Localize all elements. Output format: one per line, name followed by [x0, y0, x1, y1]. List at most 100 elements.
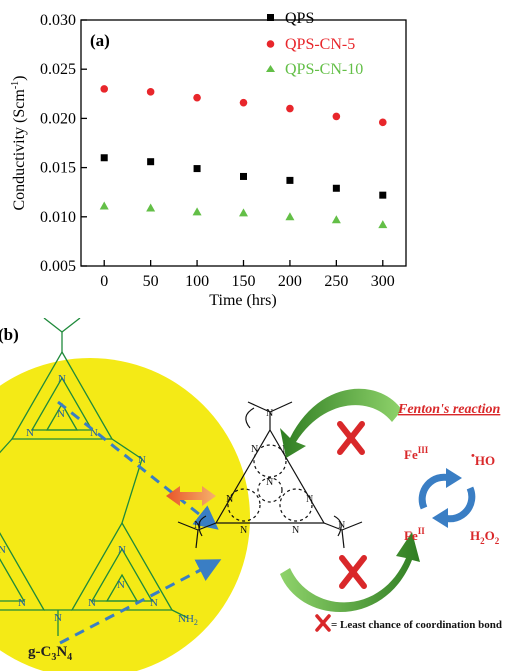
blocked-arrow-bottom	[280, 532, 420, 613]
y-tick-label: 0.005	[40, 258, 76, 275]
point-qps-cn-10	[239, 208, 248, 217]
redox-cycle-arrowhead	[446, 468, 462, 488]
x-tick-label: 50	[143, 273, 159, 290]
fe3-label: FeIII	[404, 445, 429, 462]
lone-pair-arrow	[245, 407, 255, 429]
n-atom: N	[266, 408, 273, 419]
heptazine-unit	[10, 350, 114, 440]
outer-triangle	[214, 428, 326, 524]
point-qps-cn-10	[378, 220, 388, 229]
y-tick-label: 0.030	[40, 12, 76, 29]
aromatic-ring	[253, 444, 287, 478]
bridge-bond	[0, 438, 13, 454]
legend-marker-qps	[267, 14, 274, 21]
nitrogen-labels: N N N N N N N N N N N N	[0, 373, 158, 624]
x-tick-label: 0	[100, 273, 108, 290]
h2o2-label: H2O2	[470, 528, 500, 546]
n-atom: N	[57, 408, 65, 420]
n-atom: N	[226, 494, 233, 505]
n-atom: N	[0, 544, 6, 556]
point-qps	[100, 154, 108, 162]
conductivity-chart: 0.005 0.010 0.015 0.020 0.025 0.030 0 50 100 150…	[10, 10, 407, 309]
legend-marker-qps-cn-10	[266, 65, 275, 72]
fe2-label: FeII	[404, 526, 425, 543]
point-qps-cn-5	[100, 85, 109, 93]
point-qps-cn-10	[285, 212, 295, 221]
n-atom: N	[338, 520, 345, 531]
n-atom: N	[88, 597, 96, 609]
point-qps-cn-5	[146, 88, 155, 96]
point-qps	[240, 172, 247, 180]
bridge-bond	[111, 438, 143, 460]
x-axis: 0 50 100 150 200 250 300	[100, 260, 395, 290]
x-tick-label: 200	[278, 273, 302, 290]
x-mark-bottom	[339, 555, 367, 589]
double-arrow	[166, 486, 216, 506]
heptazine-unit	[105, 573, 139, 602]
material-label: g-C3N4	[28, 644, 72, 663]
redox-cycle-arrowhead	[432, 508, 448, 528]
amine-bond	[197, 522, 217, 531]
amine-bond	[195, 529, 199, 549]
point-qps	[193, 165, 201, 173]
legend-label-qps-cn-5: QPS-CN-5	[285, 36, 355, 53]
n-atom: N	[251, 444, 258, 455]
point-qps	[286, 176, 294, 184]
fenton-title: Fenton's reaction	[397, 402, 501, 417]
redox-cycle-icon	[418, 473, 476, 523]
y-tick-label: 0.020	[40, 110, 76, 127]
point-qps	[332, 184, 340, 192]
bridge-bond	[43, 318, 63, 333]
n-atom: N	[58, 373, 66, 385]
aromatic-ring	[227, 488, 261, 522]
point-qps	[379, 191, 387, 199]
n-atom: N	[266, 477, 273, 488]
y-axis: 0.005 0.010 0.015 0.020 0.025 0.030	[40, 12, 87, 275]
amine-bond	[247, 401, 271, 413]
n-atom: N	[194, 520, 201, 531]
heptazine-unit	[0, 558, 26, 602]
bridge-bond	[61, 318, 81, 333]
point-qps-cn-5	[193, 93, 201, 102]
point-qps	[147, 158, 155, 166]
x-tick-label: 150	[232, 273, 256, 290]
n-atom: N	[240, 525, 247, 536]
n-atom: N	[26, 427, 34, 439]
amine-bond	[341, 529, 345, 549]
hydroxyl-radical-label: •HO	[471, 450, 495, 468]
point-qps-cn-5	[239, 98, 248, 107]
x-tick-label: 250	[324, 273, 348, 290]
legend: QPS QPS-CN-5 QPS-CN-10	[266, 10, 363, 78]
n-atom: N	[150, 597, 158, 609]
amine-bond	[323, 522, 343, 531]
point-qps-cn-10	[331, 215, 341, 224]
amine-bond	[341, 521, 363, 531]
legend-x-icon	[315, 614, 331, 632]
lone-pair-arrow	[333, 515, 342, 537]
bridge-bond	[171, 609, 189, 619]
point-qps-cn-5	[378, 118, 387, 127]
heptazine-unit-zoomed	[177, 401, 363, 549]
n-atom: N	[90, 427, 98, 439]
amine-bond	[269, 401, 293, 413]
lone-pair-arrow	[198, 515, 207, 537]
x-tick-label: 100	[185, 273, 209, 290]
heptazine-unit	[45, 402, 79, 431]
n-atom: N	[306, 494, 313, 505]
y-axis-title: Conductivity (Scm-1)	[10, 76, 28, 211]
aromatic-ring	[279, 488, 313, 522]
point-qps-cn-10	[192, 207, 202, 216]
nh2-group: NH2	[178, 613, 198, 627]
x-axis-title: Time (hrs)	[209, 292, 276, 309]
zoom-arrow	[59, 559, 222, 645]
y-tick-label: 0.015	[40, 160, 76, 177]
point-qps-cn-10	[146, 203, 156, 212]
legend-marker-qps-cn-5	[266, 40, 275, 48]
blocked-arrow-top	[280, 388, 402, 458]
x-mark-top	[337, 421, 365, 455]
bridge-bond	[121, 458, 143, 524]
aromatic-ring	[257, 477, 283, 503]
panel-label-b: (b)	[0, 325, 19, 344]
x-tick-label: 300	[371, 273, 395, 290]
fenton-scheme: (b) N N N N N N N N N N N N NH2 g-C3N4	[0, 318, 502, 671]
